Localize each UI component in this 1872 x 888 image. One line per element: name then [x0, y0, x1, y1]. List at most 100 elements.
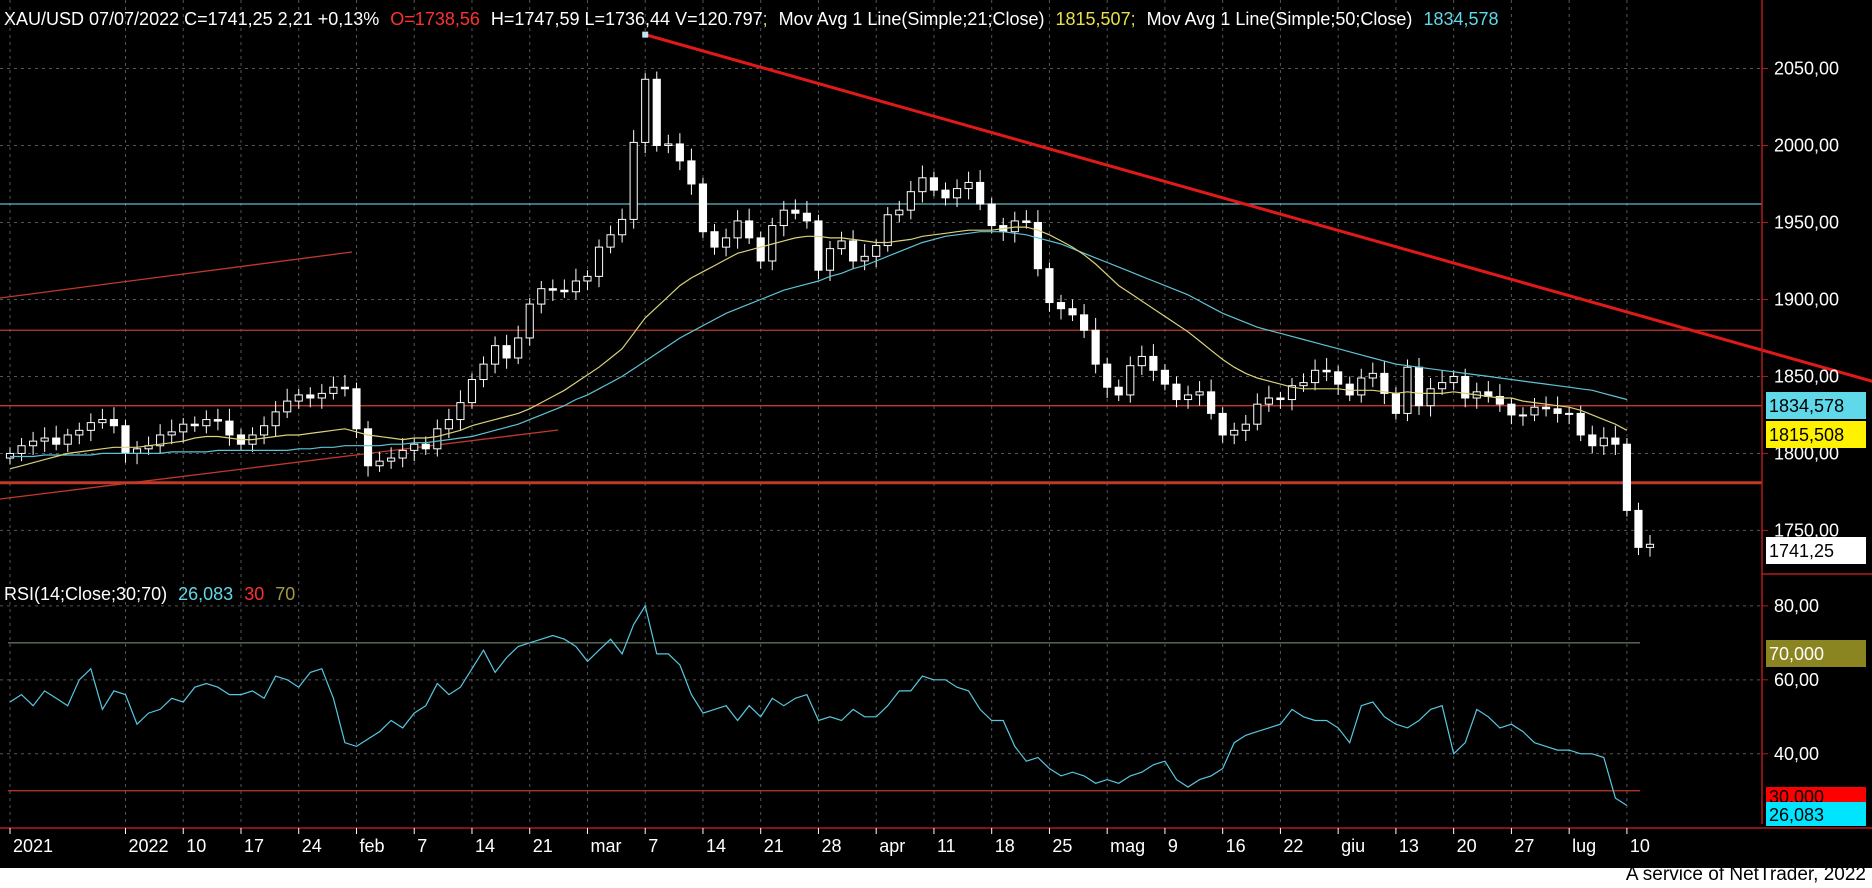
ma50-label: Mov Avg 1 Line(Simple;50;Close) [1147, 9, 1413, 29]
candle-up [860, 255, 869, 262]
y-tick-label: 2050,00 [1774, 58, 1839, 78]
candle-down [340, 386, 350, 390]
candle-up [594, 246, 604, 277]
badge-ma50: 1834,578 [1766, 392, 1866, 419]
candle-down [1495, 395, 1504, 405]
candle-up [1403, 366, 1412, 414]
candle-down [745, 220, 754, 239]
candle-up [872, 245, 881, 257]
candle-down [190, 423, 199, 427]
candle-down [1553, 408, 1562, 414]
candle-up [40, 437, 49, 442]
x-tick-label: 10 [1630, 836, 1650, 856]
chart-header: XAU/USD 07/07/2022 C=1741,25 2,21 +0,13%… [4, 9, 1499, 29]
x-tick-label: 21 [533, 836, 553, 856]
resistance-trendline [644, 33, 1872, 383]
candle-up [537, 288, 546, 305]
candle-down [1276, 397, 1285, 401]
candle-up [202, 419, 211, 427]
symbol-info: XAU/USD 07/07/2022 C=1741,25 2,21 +0,13% [4, 9, 379, 29]
candle-down [52, 437, 61, 445]
x-tick-label: 9 [1168, 836, 1178, 856]
candle-up [1357, 377, 1366, 396]
candle-down [306, 394, 315, 399]
drawn-line [0, 429, 559, 500]
candle-down [687, 160, 696, 185]
candle-up [825, 248, 835, 271]
x-tick-label: 10 [186, 836, 206, 856]
candle-up [1565, 412, 1574, 415]
candle-up [5, 452, 15, 459]
candle-up [918, 177, 927, 193]
candle-up [1518, 414, 1528, 417]
badge-rsi-high: 70,000 [1766, 640, 1866, 667]
trendline-handle-start [642, 31, 649, 38]
candle-down [1322, 369, 1331, 373]
badge-close-text: 1741,25 [1769, 541, 1834, 561]
candle-up [641, 78, 650, 143]
candle-up [1183, 394, 1193, 401]
y-tick-label: 1900,00 [1774, 289, 1839, 309]
candle-up [837, 240, 846, 250]
candle-up [1449, 375, 1458, 384]
candle-up [952, 188, 962, 199]
x-tick-label: lug [1572, 836, 1596, 856]
badge-ma50-text: 1834,578 [1769, 396, 1844, 416]
candle-up [17, 445, 26, 454]
candle-down [213, 419, 222, 422]
candle-down [1091, 329, 1100, 365]
candle-down [1103, 363, 1112, 388]
candle-down [1380, 372, 1389, 394]
x-tick-label: 16 [1226, 836, 1246, 856]
candle-down [363, 428, 373, 467]
x-tick-label: 11 [937, 836, 956, 856]
candle-down [756, 237, 765, 262]
rsi-high-level: 70 [275, 584, 295, 604]
rsi-y-tick-label: 60,00 [1774, 670, 1819, 690]
candle-up [329, 386, 338, 394]
candle-up [1310, 369, 1320, 384]
candle-down [1414, 366, 1424, 407]
x-tick-label: 7 [648, 836, 658, 856]
rsi-low-level: 30 [244, 584, 264, 604]
candle-up [1241, 423, 1250, 431]
candle-up [906, 191, 915, 211]
candle-down [1056, 302, 1066, 310]
candle-down [987, 203, 996, 227]
x-tick-label: 24 [302, 836, 322, 856]
candle-up [387, 457, 396, 462]
chart-background [0, 0, 1872, 868]
hlv-values: H=1747,59 L=1736,44 V=120.797 [491, 9, 763, 29]
candle-down [1588, 434, 1597, 447]
candle-up [1287, 385, 1297, 401]
candle-up [167, 431, 176, 436]
candle-up [179, 423, 188, 433]
candle-up [1530, 406, 1539, 416]
rsi-header: RSI(14;Close;30;70) 26,083 30 70 [4, 584, 295, 604]
candle-up [1126, 365, 1135, 396]
open-value: O=1738,56 [390, 9, 480, 29]
x-tick-label: 22 [1283, 836, 1303, 856]
candle-up [664, 143, 673, 146]
candle-down [1172, 383, 1181, 401]
candle-down [1461, 375, 1470, 399]
candle-up [63, 434, 72, 445]
candle-up [733, 220, 742, 239]
x-tick-label: mar [590, 836, 621, 856]
x-tick-label: feb [359, 836, 384, 856]
candle-up [294, 394, 303, 402]
chart[interactable]: 1750,00 1800,00 1850,00 1900,00 1950,00 2000,… [0, 0, 1872, 868]
candle-down [1160, 369, 1170, 385]
candle-down [352, 388, 361, 430]
ma21-label: Mov Avg 1 Line(Simple;21;Close) [779, 9, 1045, 29]
rsi-value: 26,083 [178, 584, 233, 604]
x-tick-label: 17 [244, 836, 264, 856]
x-tick-label: 14 [706, 836, 726, 856]
candle-up [1195, 391, 1204, 396]
axes: 1750,00 1800,00 1850,00 1900,00 1950,00 2000,… [0, 0, 1872, 856]
badge-ma21-text: 1815,508 [1769, 425, 1844, 445]
candle-up [964, 181, 973, 190]
x-tick-label: 25 [1052, 836, 1072, 856]
drawn-line [0, 251, 353, 299]
candle-up [98, 419, 107, 424]
